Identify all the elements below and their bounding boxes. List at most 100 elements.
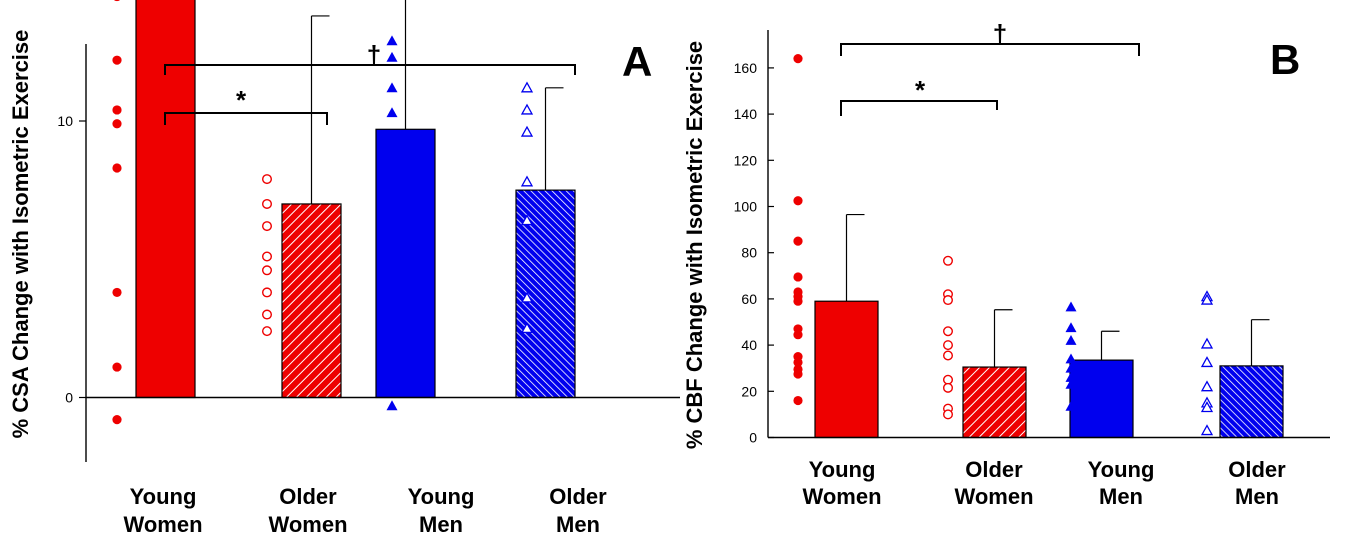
data-point-open-triangle	[1200, 401, 1214, 413]
data-point-filled-circle	[793, 236, 803, 246]
data-point-open-circle	[943, 255, 954, 266]
category-label-line1: Young	[408, 484, 475, 509]
data-point-filled-triangle	[1065, 362, 1077, 373]
data-points	[112, 0, 534, 425]
y-tick-label: 60	[741, 291, 757, 307]
category-label-line1: Older	[1228, 457, 1286, 482]
data-point-open-circle	[262, 265, 273, 276]
data-point-filled-triangle	[386, 134, 398, 145]
data-point-filled-triangle	[386, 107, 398, 118]
data-point-filled-circle	[793, 54, 803, 64]
category-label-line1: Young	[130, 484, 197, 509]
category-label-line1: Older	[965, 457, 1023, 482]
data-point-open-triangle	[520, 175, 534, 187]
data-point-open-triangle	[520, 81, 534, 93]
bar	[962, 366, 1027, 439]
y-tick-label: 0	[749, 430, 757, 446]
data-point-open-circle	[262, 174, 273, 185]
data-point-open-circle	[943, 409, 954, 420]
data-point-filled-triangle	[386, 35, 398, 46]
y-tick-label: 100	[734, 199, 758, 215]
data-point-open-triangle	[520, 291, 534, 303]
data-point-filled-triangle	[386, 400, 398, 411]
significance-bracket	[164, 112, 328, 125]
bars	[814, 213, 1284, 439]
data-point-filled-circle	[793, 395, 803, 406]
data-point-open-circle	[262, 326, 273, 337]
data-point-filled-circle	[793, 357, 803, 368]
significance-brackets: *†	[840, 19, 1140, 116]
y-axis-label: % CSA Change with Isometric Exercise	[8, 30, 33, 439]
data-point-open-circle	[943, 382, 954, 393]
significance-marker: †	[993, 19, 1007, 49]
bar	[375, 128, 436, 399]
y-tick-label: 10	[57, 113, 73, 129]
data-point-open-circle	[262, 287, 273, 298]
bars	[135, 0, 576, 399]
category-label-line2: Women	[268, 512, 347, 537]
category-label-line2: Men	[1235, 484, 1279, 509]
y-tick-label: 40	[741, 337, 757, 353]
bar	[1069, 359, 1134, 439]
data-point-open-circle	[262, 198, 273, 209]
data-point-filled-circle	[793, 196, 803, 206]
category-label-line2: Women	[123, 512, 202, 537]
data-point-filled-circle	[793, 330, 803, 340]
data-point-open-triangle	[1200, 356, 1214, 368]
data-point-filled-circle	[112, 287, 122, 298]
data-point-filled-circle	[112, 105, 122, 115]
data-point-filled-triangle	[386, 82, 398, 93]
y-axis-label: % CBF Change with Isometric Exercise	[682, 41, 707, 449]
y-tick-label: 80	[741, 245, 757, 261]
data-points	[793, 54, 1214, 436]
panel-label: B	[1270, 36, 1300, 83]
bar	[281, 203, 342, 399]
data-point-open-triangle	[1200, 337, 1214, 349]
bar	[135, 0, 196, 399]
significance-marker: †	[367, 40, 381, 70]
data-point-open-triangle	[520, 103, 534, 115]
category-label-line2: Women	[802, 484, 881, 509]
axes: 0 20 40 60 80 100 120 140 160	[734, 30, 1330, 446]
data-point-filled-triangle	[1065, 371, 1077, 382]
category-label-line2: Women	[954, 484, 1033, 509]
panel-a: 0102030 *† YoungWomenOlderWomenYoungMenO…	[8, 0, 680, 537]
data-point-filled-triangle	[386, 339, 398, 350]
y-tick-label: 140	[734, 106, 758, 122]
category-label-line1: Young	[809, 457, 876, 482]
data-point-filled-triangle	[1065, 400, 1077, 411]
data-point-filled-circle	[112, 415, 122, 425]
y-tick-label: 20	[741, 383, 757, 399]
panel-label: A	[622, 38, 652, 85]
category-label-line2: Men	[1099, 484, 1143, 509]
data-point-open-circle	[262, 251, 273, 262]
significance-brackets: *†	[164, 40, 576, 125]
data-point-filled-circle	[112, 362, 122, 372]
data-point-filled-triangle	[1065, 322, 1077, 333]
category-labels: Young Women Older Women Young Men Older Men	[123, 484, 607, 537]
significance-marker: *	[915, 75, 926, 105]
data-point-open-triangle	[520, 214, 534, 226]
data-point-open-circle	[943, 340, 954, 351]
data-point-filled-triangle	[1065, 378, 1077, 389]
data-point-open-triangle	[520, 125, 534, 137]
data-point-open-circle	[943, 374, 954, 385]
data-point-open-circle	[943, 350, 954, 361]
data-point-open-circle	[262, 309, 273, 320]
data-point-open-triangle	[1200, 293, 1214, 305]
data-point-filled-circle	[793, 296, 803, 306]
data-point-open-triangle	[1200, 380, 1214, 392]
data-point-filled-circle	[113, 0, 121, 2]
y-tick-label: 120	[734, 152, 758, 168]
data-point-filled-triangle	[386, 187, 398, 198]
data-point-open-triangle	[1200, 424, 1214, 436]
data-point-filled-triangle	[1065, 334, 1077, 345]
category-label-line1: Older	[549, 484, 607, 509]
data-point-filled-triangle	[386, 281, 398, 292]
category-label-line2: Men	[556, 512, 600, 537]
data-point-filled-triangle	[1065, 301, 1077, 312]
data-point-filled-circle	[112, 55, 122, 65]
significance-bracket	[164, 64, 576, 75]
